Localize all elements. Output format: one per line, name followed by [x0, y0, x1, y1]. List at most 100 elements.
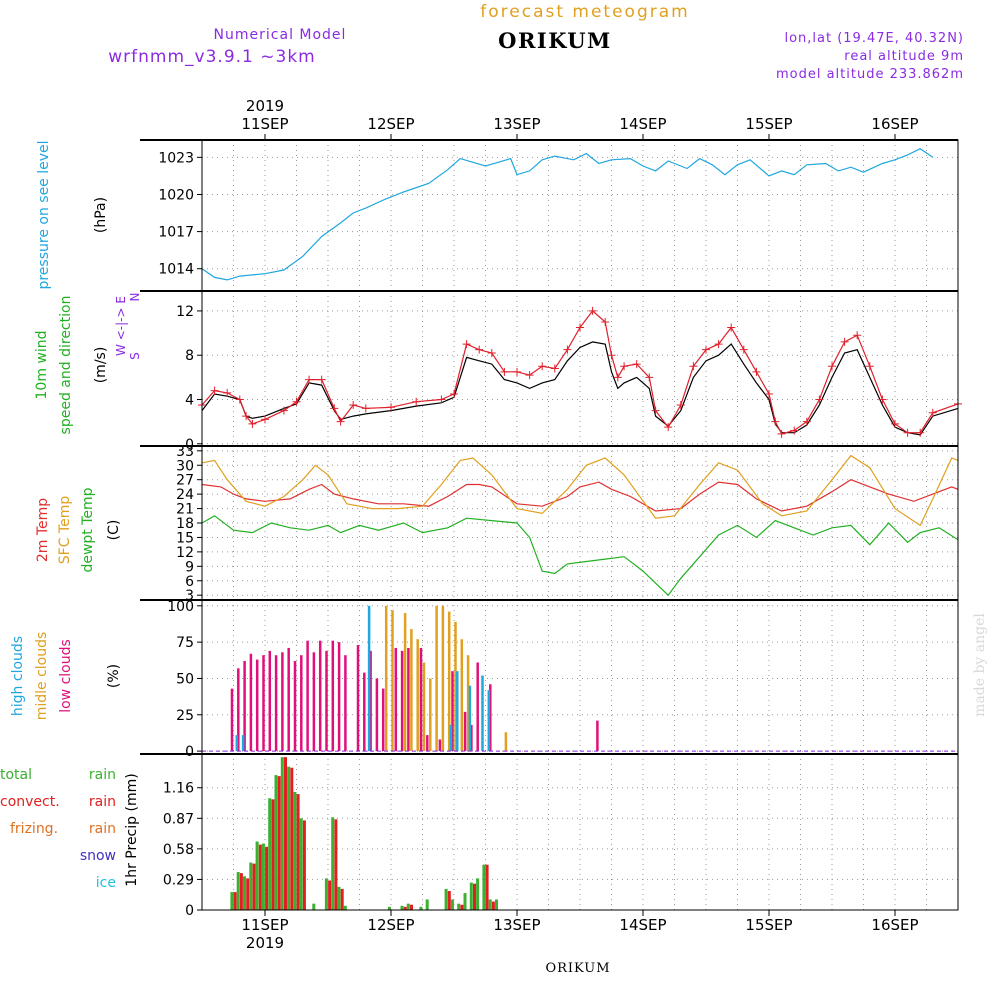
pressure-panel: 1014 1017 1020 1023 — [140, 139, 959, 292]
bar-low-clouds — [375, 678, 379, 752]
gust-marker — [771, 417, 780, 426]
gust-marker — [437, 395, 446, 404]
y-tick-label: 33 — [176, 444, 194, 460]
wind-label-2: speed and direction — [58, 296, 74, 435]
y-tick-label: 100 — [167, 599, 194, 615]
gust-marker — [513, 367, 521, 376]
gust-marker — [336, 417, 345, 426]
frizing-label: frizing. — [10, 821, 58, 837]
gust-marker — [248, 419, 257, 428]
gust-marker — [305, 375, 314, 384]
bar-low-clouds — [243, 661, 246, 752]
bar-convect-rain — [447, 891, 451, 910]
top-date-label: 11SEP — [241, 115, 288, 133]
middle-clouds-label: midle clouds — [34, 632, 50, 721]
bar-middle-clouds — [460, 639, 464, 752]
precip-unit: 1hr Precip (mm) — [124, 773, 140, 886]
bar-low-clouds — [312, 652, 316, 752]
real-altitude: real altitude 9m — [844, 49, 964, 64]
bar-low-clouds — [419, 647, 423, 752]
bar-high-clouds — [487, 690, 491, 752]
temp-2m-label: 2m Temp — [35, 498, 51, 562]
gust-marker — [607, 351, 616, 360]
gust-marker — [601, 318, 610, 326]
model-title: Numerical Model — [214, 27, 347, 43]
y-tick-label: 0.58 — [163, 842, 194, 858]
top-date-ticks: 11SEP 12SEP 13SEP 14SEP 15SEP 16SEP — [241, 115, 919, 140]
bar-middle-clouds — [441, 605, 445, 752]
bar-convect-rain — [233, 892, 237, 910]
bar-convect-rain — [277, 776, 281, 910]
gust-marker — [651, 406, 660, 415]
bar-low-clouds — [318, 640, 322, 752]
bar-low-clouds — [407, 647, 410, 752]
y-tick-label: 0 — [185, 437, 194, 453]
bar-low-clouds — [287, 647, 290, 752]
credit: made by angel — [972, 613, 988, 717]
gust-marker — [361, 404, 370, 413]
gust-marker — [462, 340, 471, 349]
model-name: wrfnmm_v3.9.1 ~3km — [108, 47, 315, 67]
bar-low-clouds — [274, 655, 278, 752]
gust-marker — [714, 340, 723, 349]
gust-marker — [928, 408, 937, 417]
year-bottom: 2019 — [246, 934, 284, 952]
bar-convect-rain — [239, 873, 243, 910]
bar-convect-rain — [265, 846, 269, 910]
bar-low-clouds — [249, 653, 253, 752]
bar-convect-rain — [410, 904, 413, 910]
gust-marker — [588, 306, 597, 315]
footer-station: ORIKUM — [545, 961, 610, 976]
bar-low-clouds — [306, 640, 309, 752]
bar-total-rain — [331, 817, 335, 910]
bar-low-clouds — [293, 661, 297, 752]
bar-convect-rain — [246, 878, 250, 910]
pressure-unit: (hPa) — [93, 197, 109, 233]
bar-low-clouds — [451, 671, 454, 752]
bar-total-rain — [495, 899, 498, 910]
bottom-date-label: 12SEP — [367, 916, 414, 934]
station-title: ORIKUM — [498, 28, 612, 53]
gust-marker — [739, 345, 748, 354]
bar-low-clouds — [489, 684, 492, 752]
bar-middle-clouds — [447, 611, 451, 752]
bar-total-rain — [280, 757, 284, 910]
bar-convect-rain — [296, 794, 300, 910]
gust-marker — [916, 428, 925, 437]
y-tick-label: 25 — [176, 708, 194, 724]
top-date-label: 16SEP — [871, 115, 918, 133]
convect-rain-label: rain — [89, 794, 116, 810]
bar-convect-rain — [473, 883, 476, 910]
gust-marker — [853, 331, 862, 340]
gust-marker — [317, 375, 326, 384]
bar-low-clouds — [400, 650, 404, 752]
bar-total-rain — [469, 882, 473, 910]
gust-marker — [210, 386, 219, 395]
bar-middle-clouds — [504, 732, 508, 752]
clouds-panel: 0 25 50 75 100 — [140, 599, 959, 760]
bottom-date-ticks: 11SEP 12SEP 13SEP 14SEP 15SEP 16SEP — [241, 910, 919, 934]
bar-total-rain — [236, 872, 240, 910]
compass-s: S — [128, 352, 142, 360]
y-tick-label: 0.87 — [163, 811, 194, 827]
bar-total-rain — [249, 862, 253, 910]
gust-marker — [620, 362, 629, 371]
gust-marker — [487, 349, 496, 357]
bar-low-clouds — [262, 655, 265, 752]
bar-low-clouds — [463, 711, 467, 752]
y-tick-label: 0 — [185, 744, 194, 760]
bar-low-clouds — [300, 655, 303, 752]
bar-total-rain — [343, 905, 347, 910]
top-date-label: 12SEP — [367, 115, 414, 133]
bar-convect-rain — [290, 767, 294, 910]
bar-low-clouds — [381, 688, 385, 752]
bar-total-rain — [419, 906, 423, 910]
bar-middle-clouds — [429, 678, 432, 752]
bar-low-clouds — [268, 650, 272, 752]
precipitation-panel: 0 0.29 0.58 0.87 1.16 — [140, 753, 959, 919]
bar-total-rain — [425, 899, 429, 910]
bar-total-rain — [243, 876, 246, 910]
y-tick-label: 21 — [176, 502, 194, 518]
temperature-labels: 2m Temp SFC Temp dewpt Temp (C) — [35, 487, 122, 572]
